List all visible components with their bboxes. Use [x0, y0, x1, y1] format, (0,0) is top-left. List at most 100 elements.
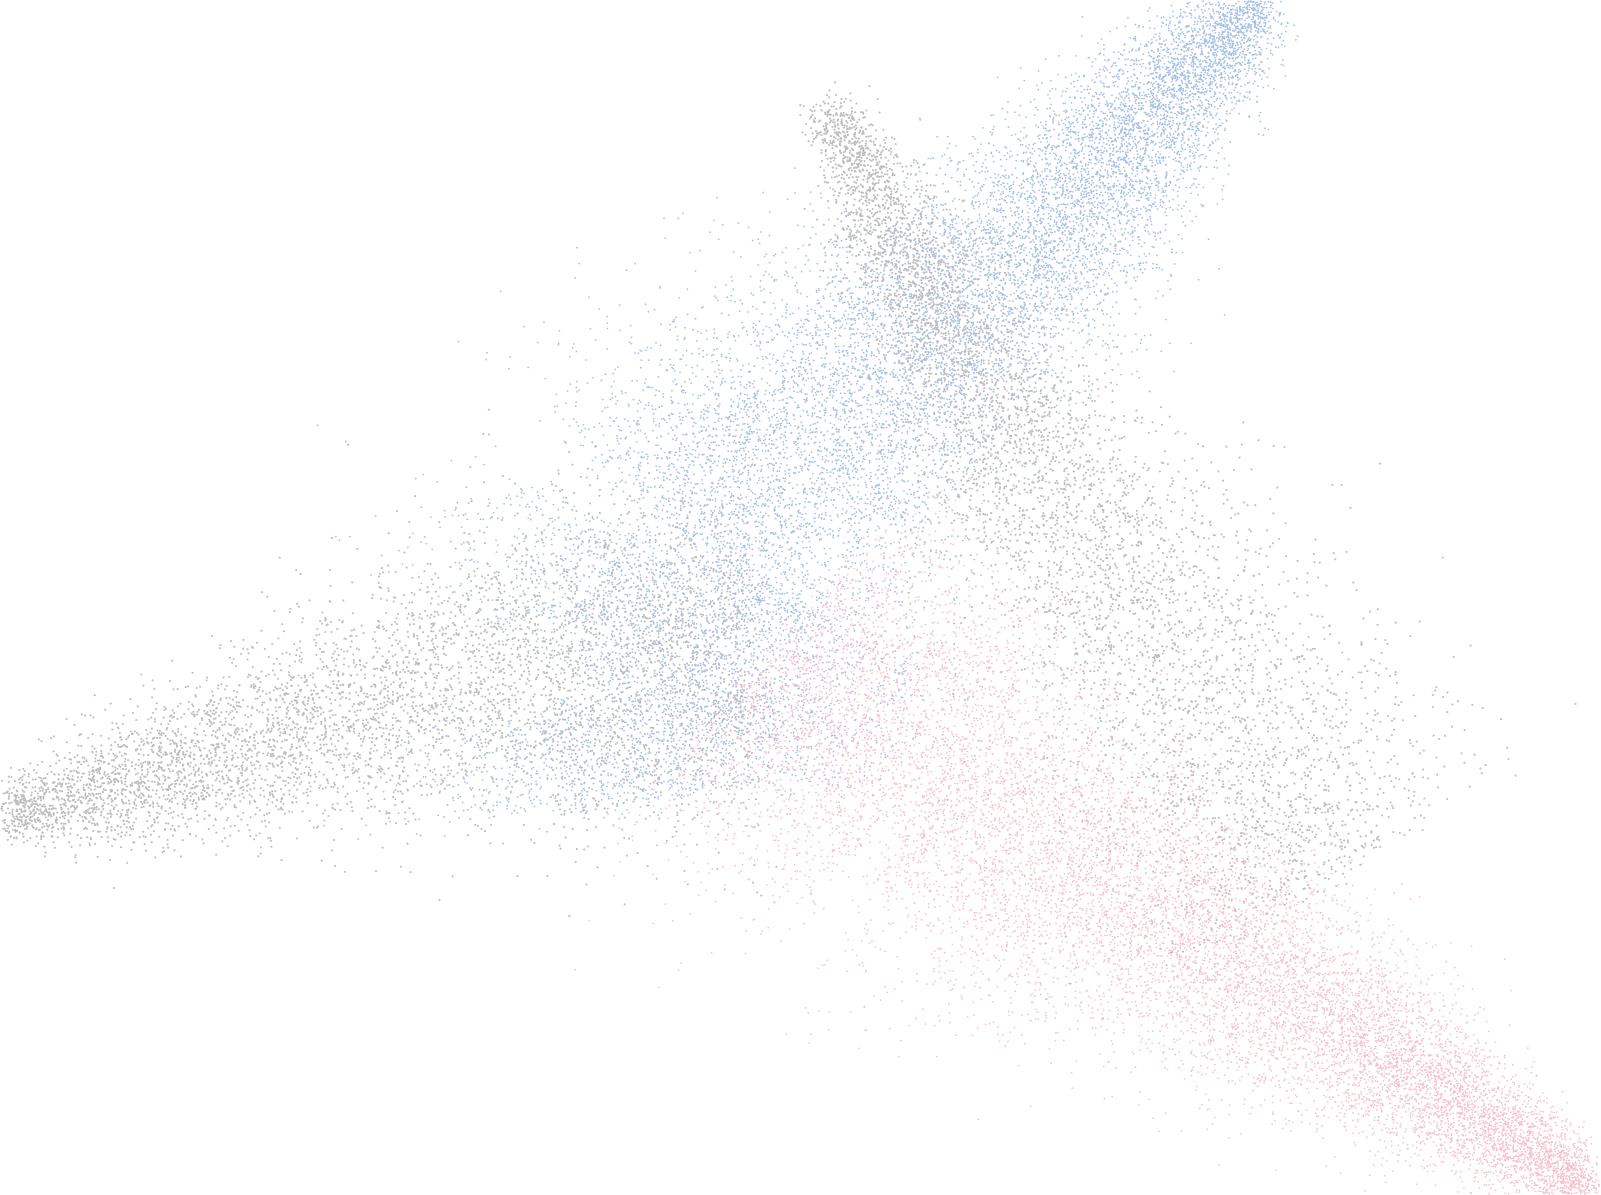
data-point	[991, 132, 994, 134]
data-point	[966, 270, 969, 272]
data-point	[536, 553, 538, 556]
data-point	[761, 564, 764, 567]
data-point	[682, 466, 685, 469]
data-point	[969, 412, 972, 415]
data-point	[1019, 351, 1022, 353]
data-point	[1020, 270, 1023, 272]
data-point	[388, 570, 390, 573]
data-point	[1016, 282, 1019, 285]
data-point	[851, 597, 854, 600]
data-point	[1088, 194, 1091, 197]
data-point	[818, 441, 821, 444]
data-point	[797, 322, 799, 325]
data-point	[661, 782, 663, 784]
data-point	[773, 254, 775, 257]
data-point	[783, 638, 786, 641]
data-point	[788, 599, 790, 601]
data-point	[934, 395, 937, 398]
data-point	[468, 549, 470, 552]
data-point	[631, 778, 633, 781]
data-point	[665, 703, 668, 706]
data-point	[951, 221, 954, 223]
data-point	[528, 627, 531, 630]
data-point	[1032, 226, 1035, 229]
data-point	[686, 662, 688, 665]
data-point	[958, 237, 961, 240]
data-point	[932, 342, 934, 344]
data-point	[1092, 273, 1095, 276]
data-point	[711, 577, 713, 580]
data-point	[792, 631, 795, 634]
data-point	[1094, 73, 1097, 75]
data-point	[946, 444, 949, 447]
data-point	[637, 708, 639, 711]
data-point	[1236, 73, 1239, 76]
data-point	[1134, 23, 1137, 26]
data-point	[1026, 198, 1029, 201]
data-point	[574, 804, 577, 806]
data-point	[593, 604, 596, 607]
data-point	[734, 450, 737, 452]
data-point	[566, 574, 569, 577]
data-point	[718, 571, 720, 574]
data-point	[1277, 34, 1280, 37]
data-point	[618, 599, 621, 601]
data-point	[1237, 61, 1240, 64]
data-point	[957, 253, 960, 256]
data-point	[869, 403, 872, 406]
data-point	[763, 576, 766, 578]
data-point	[1050, 276, 1053, 278]
data-point	[728, 331, 731, 333]
data-point	[970, 336, 973, 339]
data-point	[780, 616, 783, 618]
data-point	[803, 398, 806, 401]
data-point	[1088, 117, 1091, 119]
data-point	[926, 367, 928, 370]
data-point	[703, 393, 705, 395]
data-point	[740, 497, 743, 500]
data-point	[855, 611, 857, 614]
data-point	[948, 336, 951, 339]
data-point	[1088, 202, 1091, 205]
data-point	[824, 251, 827, 254]
data-point	[701, 615, 703, 618]
data-point	[1003, 227, 1006, 230]
data-point	[560, 772, 563, 775]
data-point	[1083, 267, 1086, 269]
data-point	[752, 663, 755, 666]
data-point	[793, 570, 796, 573]
data-point	[896, 530, 899, 533]
data-point	[1110, 157, 1112, 160]
data-point	[1021, 143, 1024, 146]
data-point	[772, 480, 775, 482]
data-point	[772, 426, 774, 429]
data-point	[945, 362, 948, 365]
data-point	[755, 720, 758, 722]
data-point	[775, 592, 777, 595]
data-point	[767, 498, 770, 501]
data-point	[1086, 215, 1088, 218]
data-point	[509, 356, 512, 358]
data-point	[710, 719, 712, 721]
data-point	[577, 617, 580, 620]
data-point	[1010, 201, 1012, 203]
data-point	[782, 384, 785, 387]
data-point	[777, 789, 780, 791]
data-point	[691, 403, 694, 405]
data-point	[463, 778, 465, 781]
data-point	[571, 785, 574, 788]
data-point	[524, 607, 527, 610]
data-point	[1151, 85, 1154, 87]
data-point	[701, 720, 704, 723]
data-point	[753, 430, 755, 433]
data-point	[485, 728, 488, 730]
data-point	[1036, 305, 1039, 307]
data-point	[883, 517, 886, 520]
data-point	[626, 734, 629, 737]
data-point	[1165, 318, 1167, 321]
data-point	[1164, 156, 1167, 159]
data-point	[817, 477, 820, 479]
data-point	[661, 495, 664, 497]
data-point	[907, 260, 909, 263]
data-point	[1241, 17, 1243, 20]
